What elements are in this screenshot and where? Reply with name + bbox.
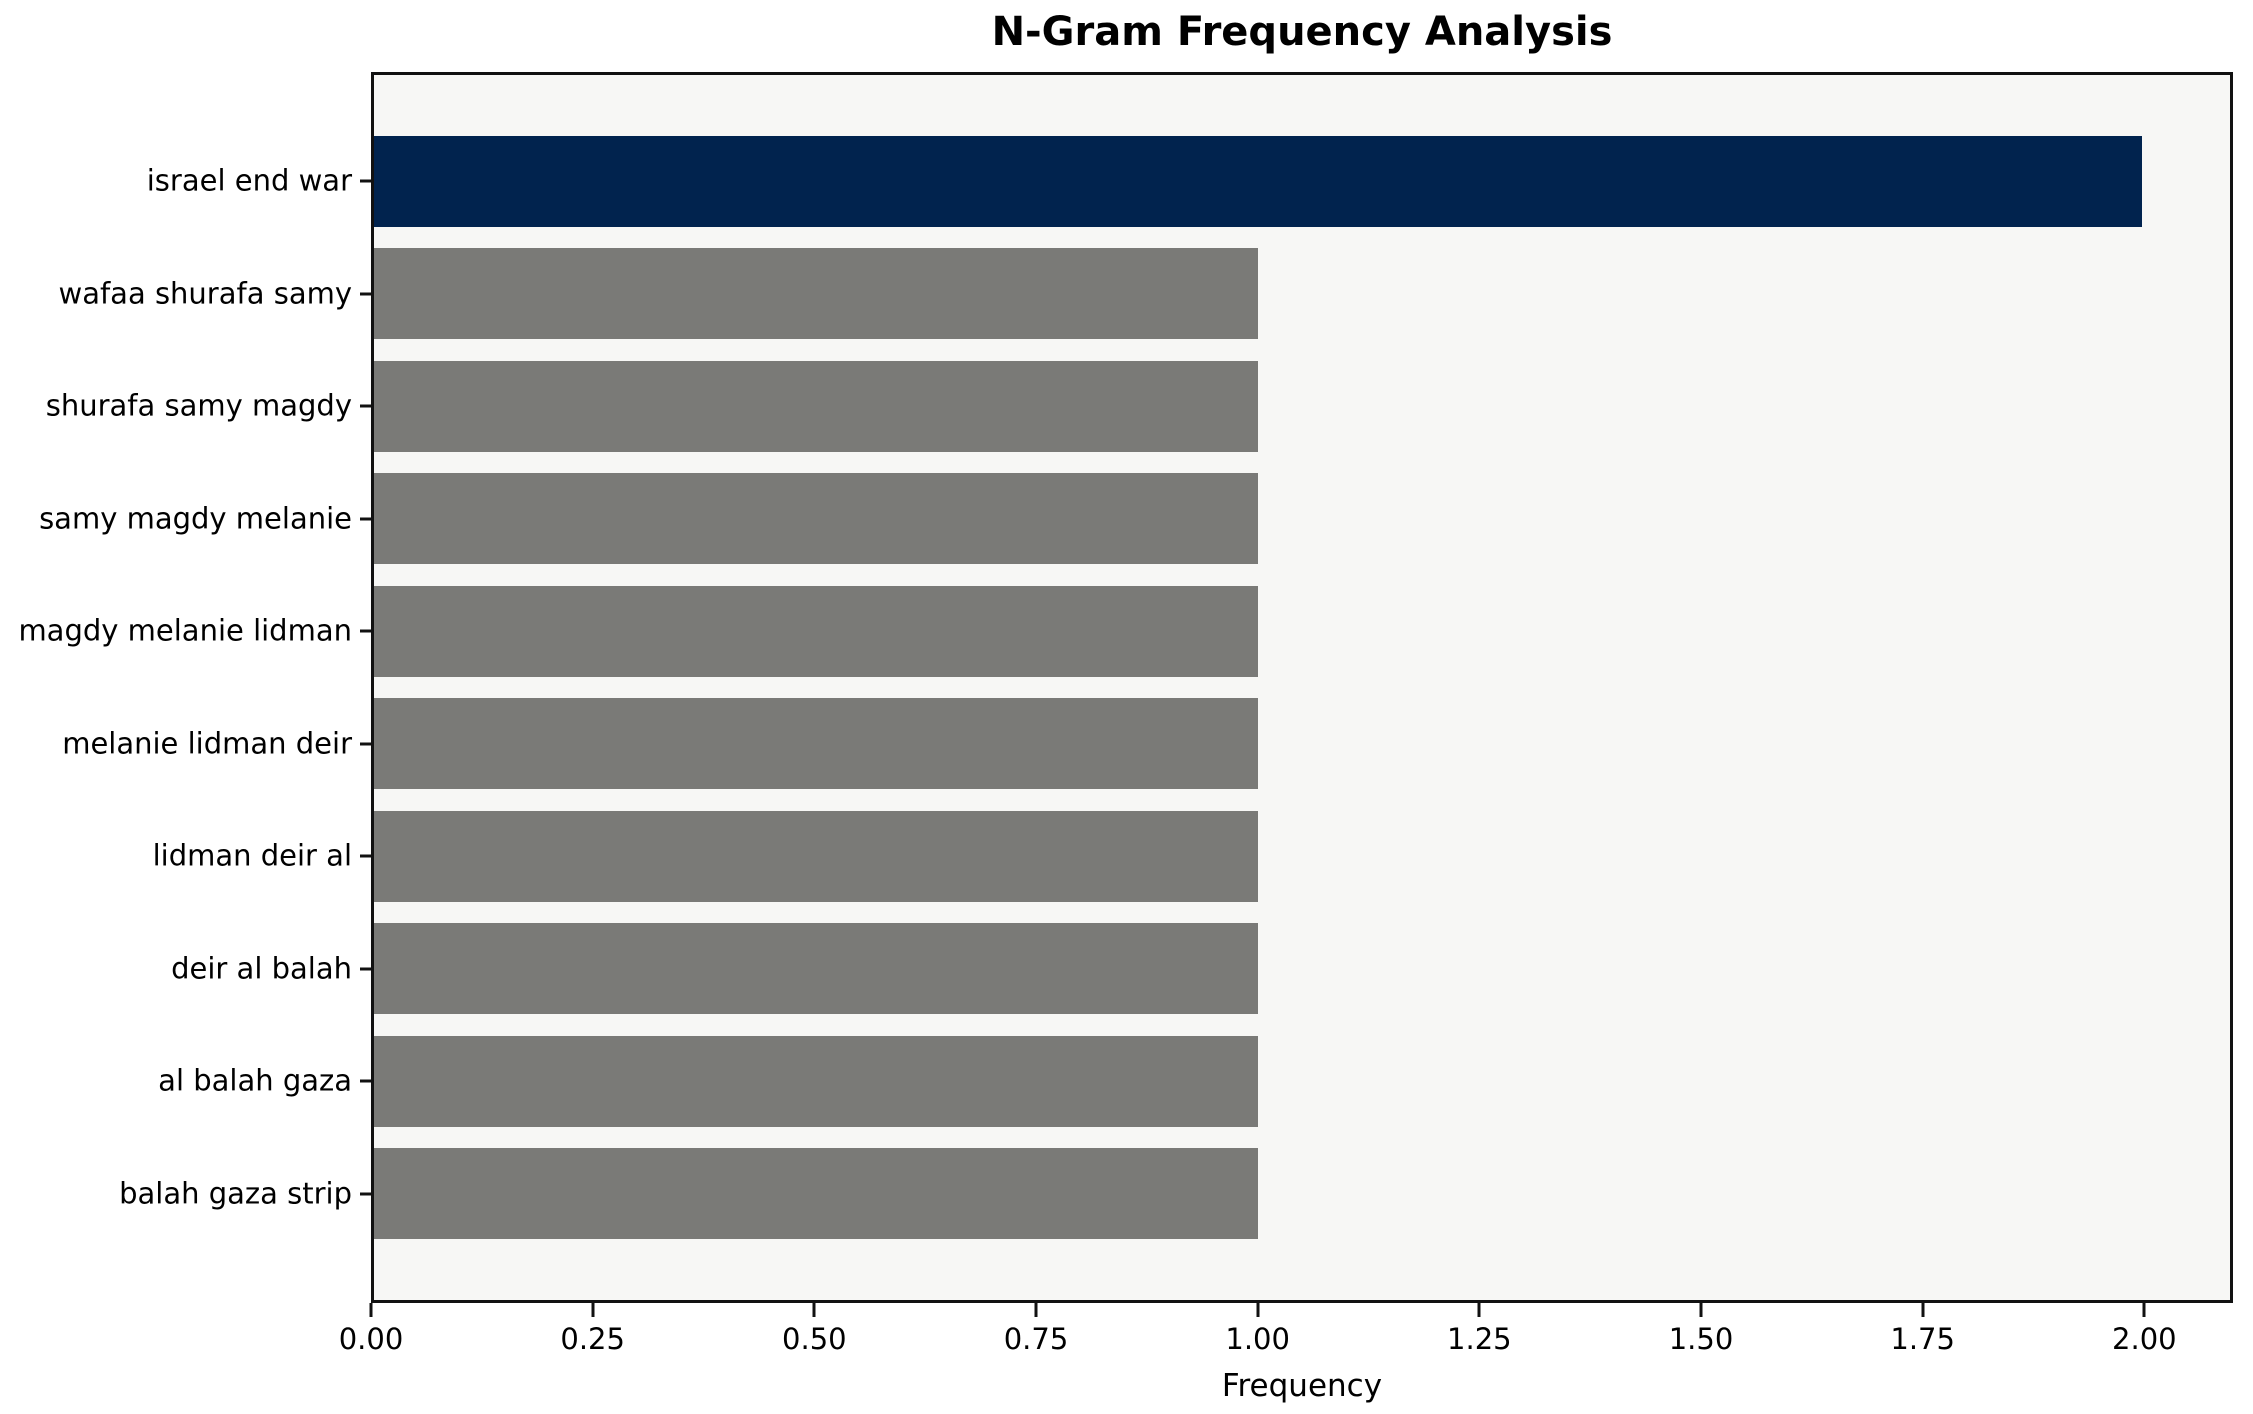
y-tick-mark bbox=[360, 1079, 371, 1083]
x-tick-mark bbox=[1034, 1303, 1038, 1317]
y-tick-mark bbox=[360, 517, 371, 521]
x-axis: 0.00 0.25 0.50 0.75 1.00 1.25 1.50 1.75 2.00 bbox=[339, 1303, 2233, 1373]
y-tick-label: lidman deir al bbox=[152, 838, 352, 873]
bar bbox=[374, 360, 1258, 452]
x-tick-mark bbox=[1477, 1303, 1481, 1317]
bar-row: deir al balah bbox=[171, 913, 2230, 1026]
x-tick-mark bbox=[591, 1303, 595, 1317]
chart-title: N-Gram Frequency Analysis bbox=[991, 9, 1613, 55]
bar bbox=[374, 1148, 1258, 1240]
bar bbox=[374, 810, 1258, 902]
bar bbox=[374, 1035, 1258, 1127]
bar-row: melanie lidman deir bbox=[62, 688, 2230, 801]
bar bbox=[374, 248, 1258, 340]
y-tick-mark bbox=[360, 742, 371, 746]
bar-row: lidman deir al bbox=[153, 800, 2230, 913]
plot-rows: israel end war wafaa shurafa samy shurafa … bbox=[18, 75, 2230, 1300]
y-tick-mark bbox=[360, 1192, 371, 1196]
bar-row: israel end war bbox=[147, 125, 2230, 238]
x-tick-mark bbox=[1256, 1303, 1260, 1317]
x-tick-mark bbox=[1699, 1303, 1703, 1317]
y-tick-label: israel end war bbox=[146, 163, 352, 198]
y-tick-mark bbox=[360, 404, 371, 408]
y-tick-label: magdy melanie lidman bbox=[18, 613, 352, 648]
x-tick-label: 0.50 bbox=[782, 1322, 847, 1356]
y-tick-mark bbox=[360, 629, 371, 633]
bar-row: shurafa samy magdy bbox=[46, 350, 2230, 463]
y-tick-label: samy magdy melanie bbox=[39, 501, 352, 536]
x-tick-label: 0.75 bbox=[1003, 1322, 1069, 1356]
x-tick-label: 1.00 bbox=[1225, 1322, 1290, 1356]
y-tick-label: deir al balah bbox=[171, 951, 352, 986]
y-tick-mark bbox=[360, 292, 371, 296]
y-tick-label: al balah gaza bbox=[158, 1063, 352, 1098]
bar-row: samy magdy melanie bbox=[39, 463, 2230, 576]
bar-row: magdy melanie lidman bbox=[18, 575, 2230, 688]
x-tick-label: 0.00 bbox=[338, 1322, 404, 1356]
y-tick-label: wafaa shurafa samy bbox=[58, 276, 352, 311]
x-tick-mark bbox=[369, 1303, 373, 1317]
x-tick-label: 1.50 bbox=[1668, 1322, 1734, 1356]
bar bbox=[374, 473, 1258, 565]
bar bbox=[374, 923, 1258, 1015]
x-axis-label: Frequency bbox=[1221, 1368, 1383, 1404]
x-tick-mark bbox=[812, 1303, 816, 1317]
y-tick-label: balah gaza strip bbox=[119, 1176, 352, 1211]
bar-row: al balah gaza bbox=[158, 1025, 2230, 1138]
x-tick-label: 1.75 bbox=[1890, 1322, 1955, 1356]
bar bbox=[374, 698, 1258, 790]
x-tick-label: 2.00 bbox=[2112, 1322, 2177, 1356]
bar-row: balah gaza strip bbox=[119, 1138, 2230, 1251]
bar bbox=[374, 135, 2142, 227]
y-tick-mark bbox=[360, 967, 371, 971]
x-tick-label: 0.25 bbox=[560, 1322, 625, 1356]
x-tick-mark bbox=[2142, 1303, 2146, 1317]
plot-area: israel end war wafaa shurafa samy shurafa … bbox=[18, 72, 2233, 1303]
x-tick-label: 1.25 bbox=[1447, 1322, 1512, 1356]
bar bbox=[374, 585, 1258, 677]
x-tick-mark bbox=[1921, 1303, 1925, 1317]
y-tick-label: melanie lidman deir bbox=[62, 726, 352, 761]
y-tick-mark bbox=[360, 179, 371, 183]
y-tick-mark bbox=[360, 854, 371, 858]
bar-row: wafaa shurafa samy bbox=[58, 238, 2230, 351]
y-tick-label: shurafa samy magdy bbox=[45, 388, 352, 423]
